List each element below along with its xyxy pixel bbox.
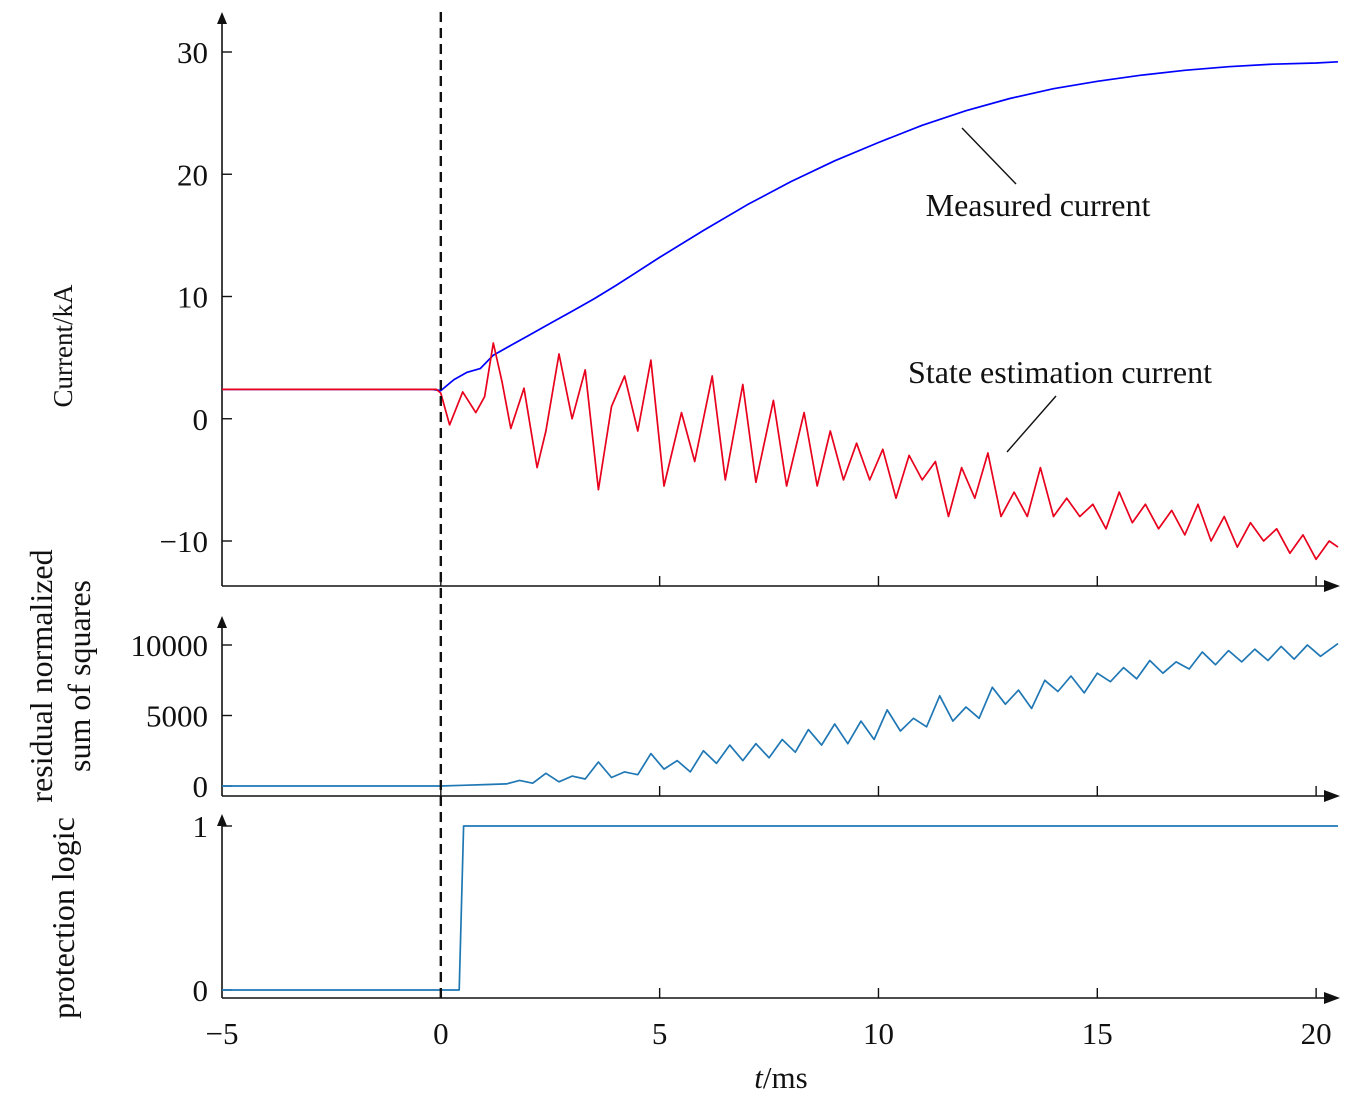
measured-current-leader (961, 127, 1017, 185)
series-line-0 (222, 642, 1339, 787)
y-tick-label: 0 (193, 769, 209, 804)
residual-panel: 10000 5000 0 residual normalized sum of squa… (23, 549, 1340, 804)
y-axis-arrow (217, 12, 227, 24)
x-axis-title: t/ms (754, 1060, 807, 1095)
series-line-0 (222, 825, 1338, 991)
residual-axis-title: residual normalized (23, 549, 59, 802)
y-tick-label: 5000 (146, 699, 208, 734)
x-tick-label: 20 (1301, 1016, 1332, 1051)
state-estimation-label: State estimation current (908, 354, 1212, 390)
y-tick-label: 30 (177, 35, 208, 70)
y-tick-label: −10 (160, 524, 208, 559)
logic-axis-title: protection logic (45, 817, 81, 1019)
measured-current-label: Measured current (926, 187, 1151, 223)
state-estimation-current-line (222, 342, 1339, 561)
x-tick-label: −5 (206, 1016, 239, 1051)
current-axis-title: Current/kA (48, 284, 78, 407)
x-tick-label: 5 (652, 1016, 668, 1051)
x-axis-arrow (1324, 580, 1340, 592)
y-axis-arrow (217, 616, 227, 628)
x-tick-label: 15 (1082, 1016, 1113, 1051)
x-axis-arrow (1324, 992, 1340, 1004)
state-estimation-leader (1006, 395, 1057, 453)
y-tick-label: 1 (193, 809, 209, 844)
y-tick-label: 10 (177, 280, 208, 315)
current-panel: 30 20 10 0 −10 Current/kA Measured current Stat… (48, 12, 1340, 592)
x-tick-label: 0 (433, 1016, 449, 1051)
y-tick-label: 10000 (131, 628, 209, 663)
y-axis-arrow (217, 814, 227, 826)
residual-axis-title: sum of squares (61, 580, 97, 772)
y-tick-label: 0 (193, 402, 209, 437)
y-tick-label: 0 (193, 973, 209, 1008)
x-axis-arrow (1324, 790, 1340, 802)
measured-current-line (222, 60, 1339, 392)
y-tick-label: 20 (177, 157, 208, 192)
x-tick-label: 10 (863, 1016, 894, 1051)
